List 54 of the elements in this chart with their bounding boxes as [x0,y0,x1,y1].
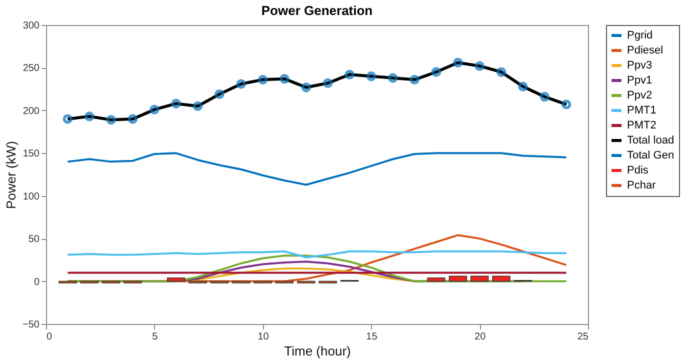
y-tick-label: 250 [22,63,40,74]
point [322,78,333,88]
y-tick-label: 150 [22,148,40,160]
line-series [66,152,568,186]
legend-label: Pgrid [627,30,653,42]
legend-label: Total Gen [627,150,674,162]
y-axis-title: Power (kW) [4,141,19,209]
y-tick-label: 50 [28,234,40,246]
x-tick-label: 20 [474,332,486,342]
point [128,114,138,124]
legend-label: Ppv2 [627,90,652,102]
legend-label: PMT2 [627,120,656,132]
legend-label: PMT1 [627,104,656,116]
point [561,100,572,110]
point [431,67,442,77]
legend-label: Pchar [627,180,656,192]
line-series [66,254,568,282]
x-tick-label: 5 [152,332,158,342]
point [388,73,398,83]
point [344,70,354,80]
point [106,114,116,125]
point [280,74,290,84]
legend-label: Ppv3 [627,60,652,72]
legend-label: Pdiesel [627,44,664,56]
point [540,92,550,102]
y-tick-label: 100 [22,191,40,202]
legend-label: Total load [627,134,674,146]
point [453,58,463,68]
x-tick-label: 25 [577,332,589,342]
point [518,82,528,92]
point [171,98,181,108]
y-tick-label: 200 [22,106,40,117]
point [192,101,203,112]
point [496,67,506,77]
point [150,104,160,114]
x-axis-title: Time (hour) [284,344,351,358]
legend-label: Ppv1 [627,74,652,86]
y-tick-label: −50 [22,320,40,330]
point [474,61,484,71]
point [236,79,246,89]
x-tick-label: 0 [46,332,52,342]
point [366,71,376,82]
x-tick-label: 15 [366,332,378,342]
y-tick-label: 300 [22,20,40,32]
point [258,74,268,85]
point [410,74,420,85]
y-tick-label: 0 [34,276,40,288]
point [84,112,94,122]
point [62,114,73,124]
point [301,82,312,92]
chart-title: Power Generation [261,3,373,18]
x-tick-label: 10 [258,332,270,342]
point [214,89,224,100]
legend-label: Pdis [627,164,649,176]
